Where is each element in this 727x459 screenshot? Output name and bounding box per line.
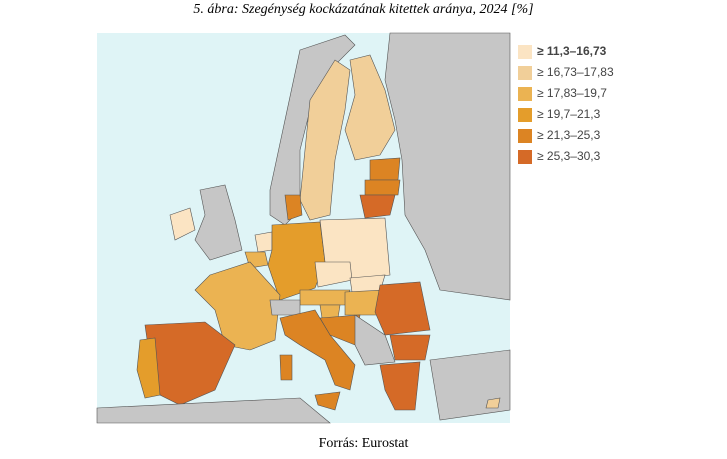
north-africa — [96, 397, 331, 424]
legend-label: ≥ 17,83–19,7 — [537, 86, 607, 100]
portugal — [136, 337, 161, 399]
legend-label: ≥ 25,3–30,3 — [537, 149, 601, 163]
lithuania — [359, 194, 396, 219]
legend-swatch — [518, 45, 532, 59]
estonia — [369, 157, 401, 181]
france — [194, 261, 281, 351]
latvia — [364, 179, 401, 196]
ireland — [169, 207, 196, 241]
source: Forrás: Eurostat — [318, 436, 409, 451]
legend-swatch — [518, 129, 532, 143]
legend-label: ≥ 19,7–21,3 — [537, 107, 601, 121]
sicily — [314, 391, 341, 411]
italy — [279, 309, 356, 391]
turkey — [429, 349, 511, 421]
legend-swatch — [518, 66, 532, 80]
sweden — [299, 59, 351, 221]
legend-swatch — [518, 108, 532, 122]
legend-swatch — [518, 150, 532, 164]
bulgaria — [389, 334, 431, 361]
legend-swatch — [518, 87, 532, 101]
title: 5. ábra: Szegénység kockázatának kitette… — [193, 2, 534, 17]
denmark — [284, 194, 303, 221]
austria — [299, 289, 351, 306]
norway — [269, 34, 356, 226]
netherlands — [254, 231, 273, 253]
legend-label: ≥ 11,3–16,73 — [537, 44, 607, 58]
legend-label: ≥ 16,73–17,83 — [537, 65, 614, 79]
balkans — [354, 314, 396, 366]
finland — [344, 54, 396, 161]
uk — [194, 184, 243, 261]
legend-label: ≥ 21,3–25,3 — [537, 128, 601, 142]
countries — [96, 32, 511, 424]
switzerland — [269, 299, 301, 316]
sardinia — [279, 354, 293, 381]
russia — [384, 32, 511, 301]
greece — [379, 361, 421, 411]
slovenia — [319, 304, 341, 319]
legend: ≥ 11,3–16,73 ≥ 16,73–17,83 ≥ 17,83–19,7 ≥ 1… — [518, 44, 614, 164]
romania — [374, 281, 431, 336]
cyprus — [485, 397, 501, 409]
